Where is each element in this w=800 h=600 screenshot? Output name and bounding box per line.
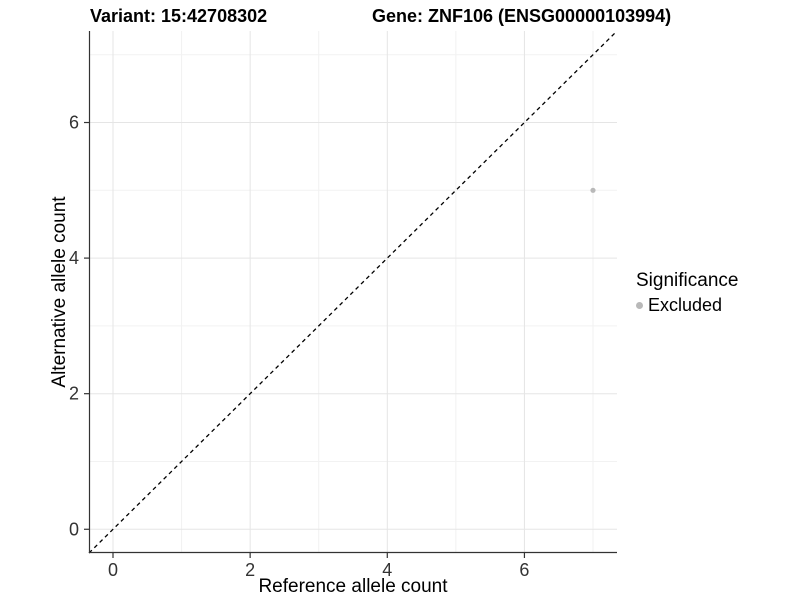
y-tick-label: 0 (69, 519, 79, 539)
identity-line (88, 30, 618, 554)
x-tick-label: 0 (108, 560, 118, 580)
plot-panel: 0 2 4 6 0 2 4 6 (69, 30, 618, 580)
legend-item: Excluded (636, 295, 738, 316)
plot-title-gene: Gene: ZNF106 (ENSG00000103994) (372, 6, 672, 26)
y-tick-label: 2 (69, 384, 79, 404)
data-point (590, 187, 596, 193)
legend-item-label: Excluded (648, 295, 723, 315)
y-axis-title: Alternative allele count (49, 196, 70, 388)
x-tick-label: 6 (519, 560, 529, 580)
y-tick-label: 6 (69, 113, 79, 133)
y-tick-label: 4 (69, 248, 79, 268)
x-tick-label: 2 (245, 560, 255, 580)
x-axis-title: Reference allele count (258, 576, 448, 597)
legend: Significance Excluded (636, 270, 738, 316)
legend-key-dot-icon (636, 302, 643, 309)
chart-svg: 0 2 4 6 0 2 4 6 (69, 30, 618, 580)
legend-title: Significance (636, 270, 739, 291)
plot-title-variant: Variant: 15:42708302 (90, 6, 268, 26)
x-tick-label: 4 (382, 560, 392, 580)
